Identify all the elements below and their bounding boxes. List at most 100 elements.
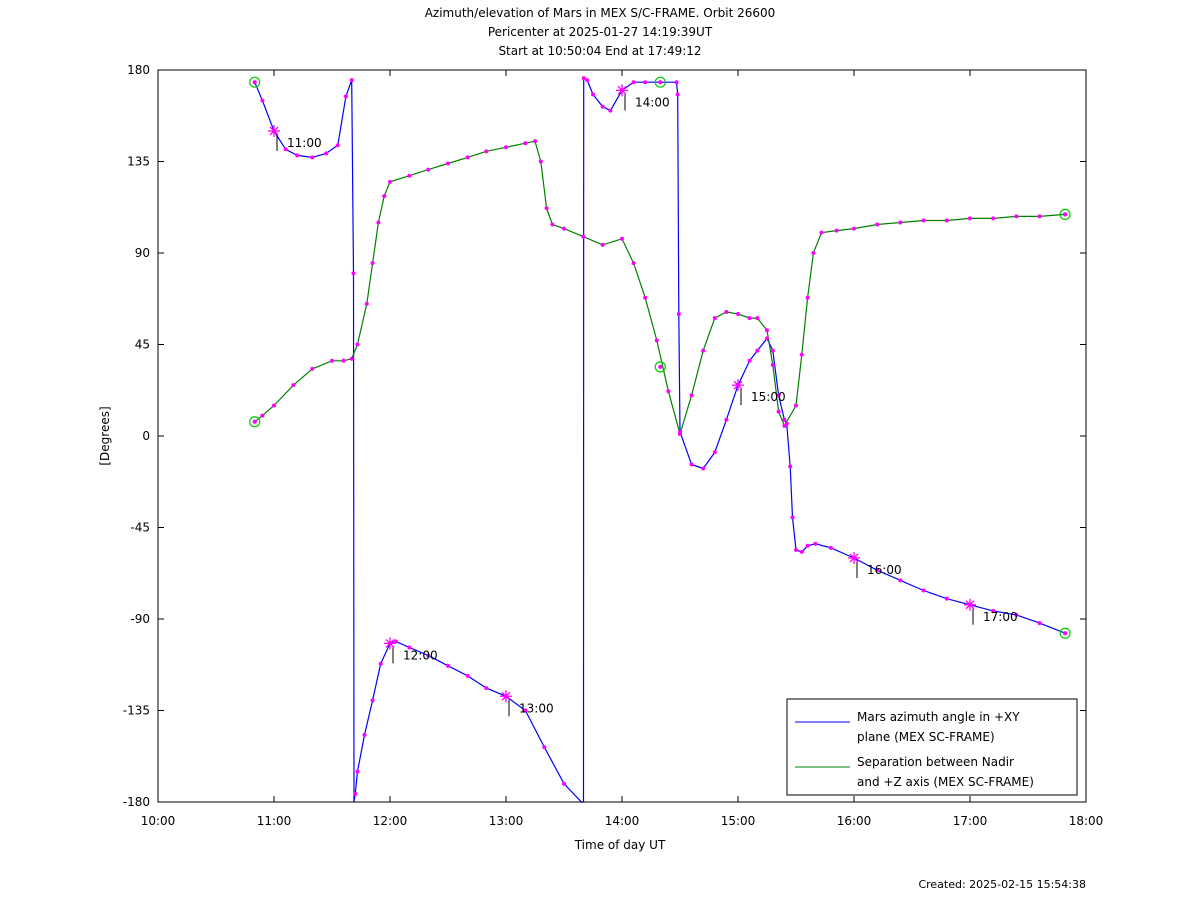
hour-marker-star-d2 bbox=[385, 638, 395, 648]
data-point bbox=[788, 464, 793, 469]
data-point bbox=[770, 362, 775, 367]
data-point bbox=[378, 661, 383, 666]
data-point bbox=[794, 403, 798, 408]
y-tick-label: 45 bbox=[135, 338, 150, 352]
hour-marker: 14:00 bbox=[616, 84, 670, 111]
data-point bbox=[968, 216, 972, 221]
data-point bbox=[875, 568, 880, 573]
data-point bbox=[393, 639, 398, 644]
data-point bbox=[790, 515, 795, 520]
data-point bbox=[351, 271, 356, 276]
data-point bbox=[898, 578, 903, 583]
x-tick-label: 15:00 bbox=[721, 814, 756, 828]
x-tick-label: 18:00 bbox=[1069, 814, 1104, 828]
legend-box bbox=[786, 698, 1078, 796]
data-point bbox=[1014, 214, 1019, 219]
created-timestamp: Created: 2025-02-15 15:54:38 bbox=[918, 878, 1086, 891]
data-point bbox=[260, 98, 265, 103]
data-point bbox=[523, 141, 528, 146]
data-point bbox=[689, 393, 694, 398]
data-point bbox=[701, 348, 706, 353]
data-point bbox=[675, 92, 680, 97]
data-point bbox=[376, 220, 381, 225]
y-tick-label: 0 bbox=[142, 429, 150, 443]
legend-label-separation-line-2: and +Z axis (MEX SC-FRAME) bbox=[857, 775, 1034, 789]
data-point bbox=[678, 431, 682, 436]
data-point bbox=[724, 309, 729, 314]
legend-label-azimuth-line-2: plane (MEX SC-FRAME) bbox=[857, 730, 995, 744]
data-point bbox=[794, 547, 798, 552]
data-point bbox=[310, 155, 315, 160]
x-tick-label: 14:00 bbox=[605, 814, 640, 828]
data-point bbox=[364, 301, 369, 306]
data-point bbox=[944, 596, 949, 601]
endpoint-circle bbox=[654, 361, 666, 373]
hour-marker-label: 11:00 bbox=[287, 136, 322, 150]
chart-title-line-3: Start at 10:50:04 End at 17:49:12 bbox=[498, 44, 702, 58]
data-point bbox=[1037, 621, 1042, 626]
endpoint-circle bbox=[249, 76, 261, 88]
hour-marker-star-d2 bbox=[269, 126, 279, 136]
data-point bbox=[805, 295, 810, 300]
data-point bbox=[776, 393, 781, 398]
data-point bbox=[712, 450, 717, 455]
endpoint-dot bbox=[658, 80, 663, 85]
data-point bbox=[643, 295, 648, 300]
y-tick-label: -135 bbox=[123, 704, 150, 718]
data-point bbox=[689, 462, 694, 467]
hour-marker-label: 12:00 bbox=[403, 648, 438, 662]
data-point bbox=[724, 417, 729, 422]
data-point bbox=[335, 143, 340, 148]
axis-ticks bbox=[157, 69, 1087, 803]
hour-marker-star-d2 bbox=[849, 553, 859, 563]
data-point bbox=[782, 423, 787, 428]
data-point bbox=[765, 328, 769, 333]
data-point bbox=[991, 216, 996, 221]
data-point bbox=[654, 338, 659, 343]
data-point bbox=[324, 151, 329, 156]
data-point bbox=[504, 145, 508, 150]
data-point bbox=[562, 781, 566, 786]
data-point bbox=[426, 653, 431, 658]
hour-marker: 13:00 bbox=[500, 690, 554, 717]
data-point bbox=[283, 147, 288, 152]
data-point bbox=[600, 104, 605, 109]
data-point bbox=[538, 159, 543, 164]
data-point bbox=[747, 358, 752, 363]
data-point bbox=[666, 389, 671, 394]
chart-title-line-2: Pericenter at 2025-01-27 14:19:39UT bbox=[487, 25, 713, 39]
x-tick-label: 12:00 bbox=[373, 814, 408, 828]
x-tick-label: 17:00 bbox=[953, 814, 988, 828]
data-point bbox=[852, 226, 856, 231]
data-point bbox=[799, 352, 804, 357]
data-point bbox=[701, 466, 706, 471]
data-point bbox=[446, 663, 450, 668]
data-point bbox=[581, 234, 586, 239]
data-point bbox=[755, 348, 760, 353]
data-point bbox=[542, 745, 547, 750]
hour-marker-label: 15:00 bbox=[751, 390, 786, 404]
y-tick-label: 180 bbox=[127, 63, 150, 77]
hour-marker-label: 16:00 bbox=[867, 563, 902, 577]
data-point bbox=[291, 383, 296, 388]
data-point bbox=[355, 769, 360, 774]
endpoint-dot bbox=[252, 80, 257, 85]
chart-title-line-1: Azimuth/elevation of Mars in MEX S/C-FRA… bbox=[424, 6, 776, 20]
hour-marker: 12:00 bbox=[384, 637, 438, 664]
y-tick-label: 135 bbox=[127, 155, 150, 169]
data-point bbox=[550, 222, 555, 227]
data-point bbox=[523, 708, 528, 713]
y-axis-label: [Degrees] bbox=[98, 406, 112, 465]
hour-marker-star-d2 bbox=[617, 85, 627, 95]
hour-marker: 17:00 bbox=[964, 598, 1018, 625]
data-point bbox=[388, 179, 392, 184]
hour-marker: 15:00 bbox=[732, 379, 786, 406]
data-point bbox=[776, 409, 781, 414]
data-point bbox=[484, 686, 489, 691]
x-axis-label: Time of day UT bbox=[574, 838, 666, 852]
data-point bbox=[747, 316, 752, 321]
data-point bbox=[260, 413, 265, 418]
data-point bbox=[921, 588, 926, 593]
y-tick-label: -45 bbox=[130, 521, 150, 535]
